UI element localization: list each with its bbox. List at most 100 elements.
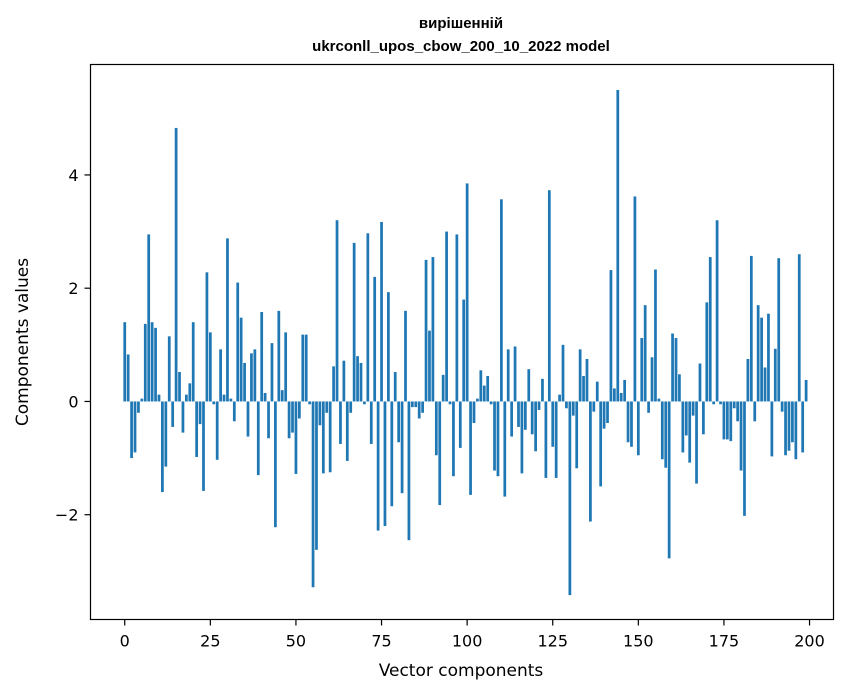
bar: [284, 332, 288, 402]
bar: [222, 394, 226, 402]
bar: [739, 401, 743, 471]
bar: [297, 401, 301, 419]
bar: [743, 401, 746, 516]
bar: [537, 401, 541, 410]
bar: [551, 401, 555, 447]
bar: [452, 401, 455, 477]
bar: [130, 401, 133, 459]
bar: [667, 401, 671, 559]
x-tick-label: 50: [286, 632, 306, 651]
bar: [198, 401, 202, 425]
bar: [294, 401, 298, 474]
bar: [695, 401, 698, 484]
bar: [133, 401, 137, 453]
bar: [363, 401, 366, 405]
bar: [301, 334, 305, 402]
bar: [202, 401, 205, 491]
bar: [143, 323, 147, 402]
bar: [657, 398, 661, 402]
x-tick-label: 200: [794, 632, 825, 651]
bar: [243, 362, 246, 402]
bar: [123, 322, 127, 402]
bar: [397, 401, 401, 443]
bar: [770, 401, 774, 457]
bar: [250, 353, 253, 402]
bar: [565, 401, 568, 409]
bar: [575, 401, 579, 469]
bar: [369, 401, 373, 444]
bar: [332, 366, 335, 402]
bar: [345, 401, 349, 461]
bar: [150, 322, 154, 402]
bar: [304, 334, 308, 402]
bar: [523, 401, 527, 430]
bar: [274, 401, 277, 528]
bar: [558, 394, 561, 402]
bar: [174, 127, 178, 402]
bar: [777, 258, 781, 402]
bar: [678, 374, 681, 402]
bar: [400, 401, 404, 494]
x-tick-label: 25: [200, 632, 220, 651]
bar: [619, 392, 623, 402]
bar: [513, 346, 517, 402]
bar: [568, 401, 572, 596]
bar: [140, 398, 144, 402]
bar: [760, 317, 763, 402]
bar: [366, 233, 370, 402]
bar: [161, 401, 164, 493]
bar: [578, 349, 582, 402]
bar: [441, 374, 445, 402]
bar: [424, 259, 428, 402]
x-axis-label: Vector components: [379, 661, 544, 681]
bar: [715, 220, 719, 402]
bar: [137, 401, 140, 413]
bar-series: [123, 89, 808, 596]
bar: [506, 349, 510, 402]
bar: [767, 313, 770, 402]
bar: [328, 401, 332, 473]
bar: [486, 375, 490, 402]
bar: [232, 401, 236, 422]
bar: [708, 257, 712, 402]
bar: [462, 299, 466, 402]
bar: [465, 183, 469, 402]
bar: [339, 401, 342, 444]
bar: [287, 401, 291, 439]
bar: [660, 401, 664, 460]
bar: [349, 401, 353, 413]
bar: [410, 401, 414, 408]
bar: [746, 358, 750, 402]
bar: [530, 401, 534, 435]
bar: [318, 401, 322, 426]
bar: [623, 379, 627, 402]
bar: [527, 369, 531, 402]
bar: [208, 332, 212, 402]
bar: [277, 310, 281, 402]
bar: [616, 89, 620, 402]
bar: [674, 338, 678, 402]
bar: [633, 196, 637, 402]
bar: [260, 311, 264, 402]
bar: [756, 305, 760, 402]
bar: [688, 401, 692, 463]
chart-title: вирішенній: [419, 15, 503, 32]
bar: [736, 401, 739, 422]
bar: [164, 401, 168, 467]
bar: [544, 401, 548, 478]
bar: [404, 310, 407, 402]
x-tick-label: 75: [371, 632, 391, 651]
bar: [654, 269, 657, 402]
bar: [650, 357, 654, 402]
bar: [212, 401, 216, 405]
bar: [448, 401, 452, 405]
bar: [154, 327, 157, 402]
bar: [472, 401, 476, 423]
bar: [157, 394, 161, 402]
bar: [438, 401, 442, 506]
y-tick-label: −2: [55, 506, 79, 525]
bar: [482, 385, 486, 402]
bar: [469, 401, 472, 495]
bar: [749, 255, 753, 402]
bar: [219, 349, 222, 402]
